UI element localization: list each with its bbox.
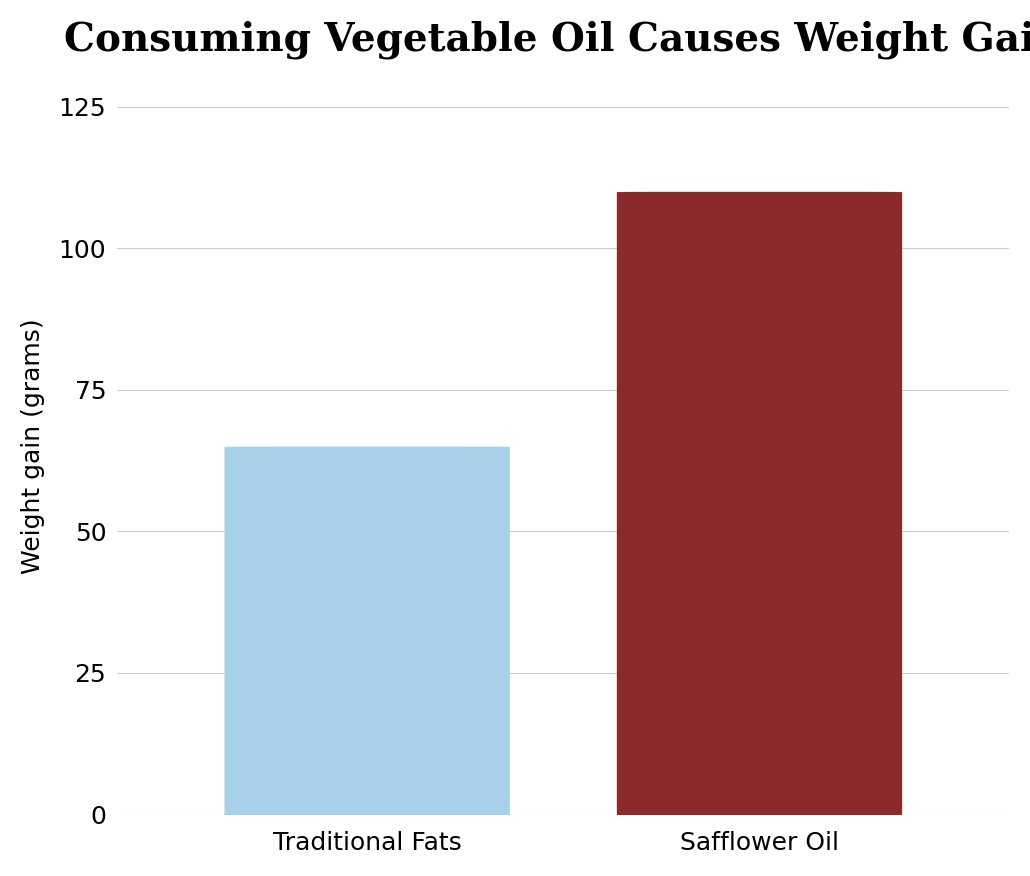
Y-axis label: Weight gain (grams): Weight gain (grams) — [21, 319, 45, 575]
FancyBboxPatch shape — [225, 447, 510, 815]
Title: Consuming Vegetable Oil Causes Weight Gain: Consuming Vegetable Oil Causes Weight Ga… — [64, 21, 1030, 60]
FancyBboxPatch shape — [617, 192, 902, 815]
